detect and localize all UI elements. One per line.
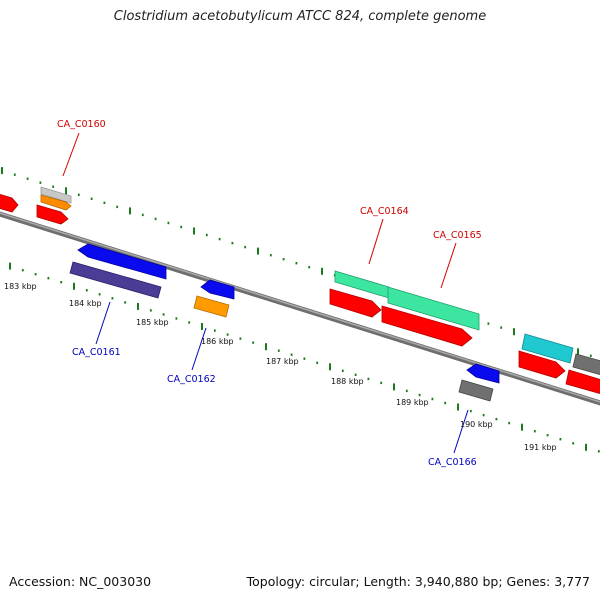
gene-feature[interactable] <box>193 295 230 318</box>
inner-tick-track <box>9 262 600 453</box>
kbp-label: 189 kbp <box>396 398 429 407</box>
gene-feature[interactable] <box>200 279 235 300</box>
genome-summary: Topology: circular; Length: 3,940,880 bp… <box>246 574 590 589</box>
gene-feature[interactable] <box>329 288 382 318</box>
accession-label: Accession: NC_003030 <box>9 574 152 589</box>
kbp-label: 184 kbp <box>69 299 102 308</box>
kbp-label: 190 kbp <box>460 420 493 429</box>
gene-feature[interactable] <box>521 333 574 364</box>
kbp-label: 185 kbp <box>136 318 169 327</box>
kbp-label: 183 kbp <box>4 282 37 291</box>
gene-label[interactable]: CA_C0166 <box>428 457 477 468</box>
outer-tick-track <box>1 167 592 357</box>
gene-label-leaders <box>62 132 469 454</box>
gene-feature[interactable] <box>40 186 72 204</box>
kbp-labels: 183 kbp 184 kbp 185 kbp 186 kbp 187 kbp … <box>4 282 557 452</box>
kbp-label: 187 kbp <box>266 357 299 366</box>
gene-label[interactable]: CA_C0161 <box>72 347 121 358</box>
gene-feature[interactable] <box>77 243 167 280</box>
gene-label[interactable]: CA_C0162 <box>167 374 216 385</box>
gene-label[interactable]: CA_C0160 <box>57 119 106 130</box>
kbp-label: 186 kbp <box>201 337 234 346</box>
gene-feature[interactable] <box>36 204 69 225</box>
gene-feature[interactable] <box>565 369 600 395</box>
gene-feature[interactable] <box>69 261 162 299</box>
gene-label[interactable]: CA_C0165 <box>433 230 482 241</box>
gene-label[interactable]: CA_C0164 <box>360 206 409 217</box>
kbp-label: 188 kbp <box>331 377 364 386</box>
genome-backbone <box>0 211 600 406</box>
gene-feature[interactable] <box>518 350 566 379</box>
kbp-label: 191 kbp <box>524 443 557 452</box>
gene-feature[interactable] <box>40 194 72 211</box>
gene-labels: CA_C0160 CA_C0164 CA_C0165 CA_C0161 CA_C… <box>57 119 482 468</box>
gene-features <box>0 186 600 402</box>
gene-feature[interactable] <box>466 363 500 384</box>
gene-feature[interactable] <box>572 353 600 376</box>
map-title: Clostridium acetobutylicum ATCC 824, com… <box>113 9 487 24</box>
gene-feature[interactable] <box>0 193 19 213</box>
gene-feature[interactable] <box>458 379 494 402</box>
gene-feature[interactable] <box>381 305 473 347</box>
gene-feature[interactable] <box>387 286 480 331</box>
